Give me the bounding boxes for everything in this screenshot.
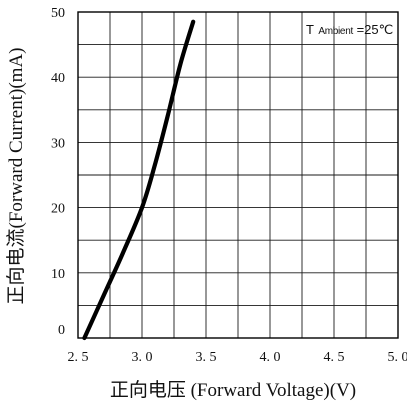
y-tick-label: 50 [51, 6, 65, 21]
plot-border [77, 11, 399, 339]
y-tick-label: 40 [51, 71, 65, 86]
y-tick-label: 10 [51, 267, 65, 282]
x-tick-label: 2. 5 [68, 350, 89, 365]
grid [78, 12, 398, 338]
series-group [82, 19, 196, 341]
x-tick-label: 5. 0 [388, 350, 407, 365]
series-line-1 [82, 19, 196, 341]
y-tick-label: 0 [58, 323, 65, 338]
annotation-subscript: Ambient [318, 26, 353, 37]
ambient-temperature-annotation: T Ambient =25℃ [306, 22, 393, 37]
annotation-suffix: =25℃ [357, 22, 394, 37]
x-axis-title: 正向电压 (Forward Voltage)(V) [110, 379, 356, 401]
y-tick-label: 30 [51, 136, 65, 151]
y-tick-label: 20 [51, 202, 65, 217]
x-tick-label: 4. 0 [260, 350, 281, 365]
y-axis-title: 正向电流(Forward Current)(mA) [5, 48, 27, 305]
x-tick-labels: 2. 5 3. 0 3. 5 4. 0 4. 5 5. 0 [68, 350, 407, 365]
x-tick-label: 3. 0 [132, 350, 153, 365]
y-tick-labels: 0 10 20 30 40 50 [51, 6, 65, 338]
plot-frame [77, 11, 399, 339]
annotation-main: T [306, 22, 314, 37]
x-tick-label: 4. 5 [324, 350, 345, 365]
x-tick-label: 3. 5 [196, 350, 217, 365]
